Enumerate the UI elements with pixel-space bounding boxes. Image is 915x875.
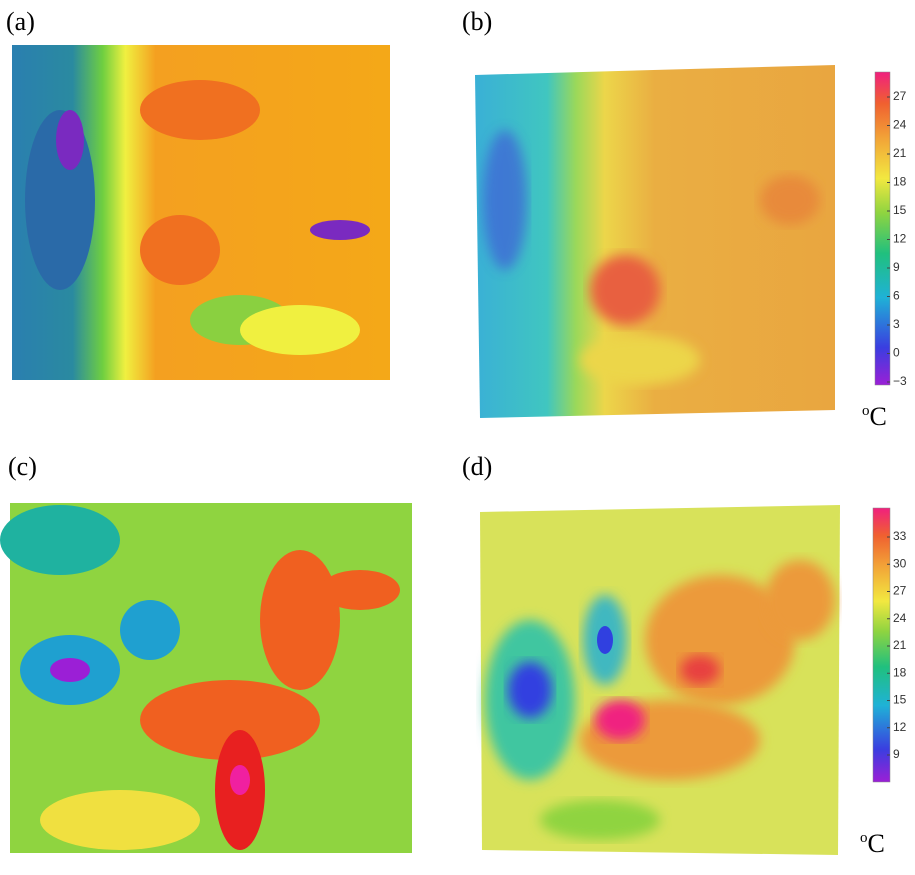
colorbar-tick-label: 21	[893, 638, 907, 652]
panel-label: (d)	[462, 452, 492, 481]
colorbar-tick-label: 30	[893, 556, 907, 570]
colorbar-tick-label: 27	[893, 89, 907, 103]
colorbar-tick-label: 18	[893, 175, 907, 189]
colorbar-tick-label: 12	[893, 720, 907, 734]
map-c	[0, 503, 412, 853]
unit-main: C	[870, 402, 887, 431]
colorbar	[874, 71, 891, 386]
unit: oC	[862, 402, 887, 431]
panel-label: (a)	[6, 7, 35, 36]
colorbar-tick-label: 9	[893, 260, 900, 274]
colorbar-tick-label: 0	[893, 346, 900, 360]
map-a	[12, 45, 390, 380]
colorbar-tick-label: 15	[893, 693, 907, 707]
panel-label: (c)	[8, 452, 37, 481]
colorbar-tick-label: 33	[893, 529, 907, 543]
colorbar-tick-label: 15	[893, 203, 907, 217]
colorbar-tick-label: 24	[893, 118, 907, 132]
unit: oC	[860, 829, 885, 858]
colorbar-tick-label: 9	[893, 747, 900, 761]
colorbar-tick-label: 3	[893, 317, 900, 331]
map-b	[475, 65, 835, 418]
colorbar-tick-label: 24	[893, 611, 907, 625]
colorbar-tick-label: 21	[893, 146, 907, 160]
colorbar-tick-label: −3	[893, 374, 907, 388]
colorbar-tick-label: 18	[893, 665, 907, 679]
unit-sup: o	[860, 830, 868, 846]
colorbar-tick-label: 27	[893, 584, 907, 598]
unit-sup: o	[862, 403, 870, 419]
colorbar-tick-label: 12	[893, 232, 907, 246]
map-d	[480, 505, 840, 855]
panel-label: (b)	[462, 7, 492, 36]
colorbar	[872, 507, 891, 783]
colorbar-tick-label: 6	[893, 289, 900, 303]
unit-main: C	[868, 829, 885, 858]
